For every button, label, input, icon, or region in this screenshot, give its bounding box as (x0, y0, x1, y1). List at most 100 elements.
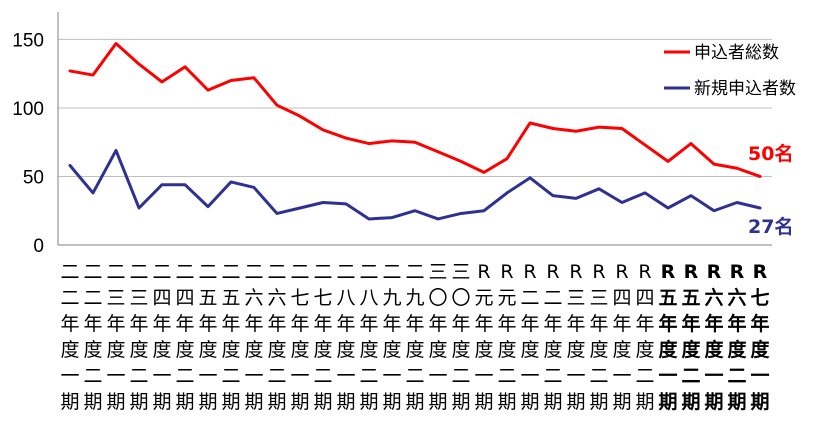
y-tick-label: 150 (12, 30, 44, 51)
x-tick-char: 期 (474, 391, 493, 413)
x-tick-char: 六 (244, 287, 263, 309)
x-tick-char: 三 (428, 261, 447, 283)
x-tick-char: 二 (244, 261, 263, 283)
x-tick-char: 四 (152, 287, 171, 309)
x-tick-char: 年 (60, 313, 79, 335)
x-tick-char: 年 (267, 313, 286, 335)
x-tick-char: 二 (520, 287, 539, 309)
x-tick-char: 二 (405, 365, 424, 387)
x-tick-char: 年 (612, 313, 631, 335)
x-tick-char: 期 (221, 391, 240, 413)
x-tick-char: 期 (290, 391, 309, 413)
x-tick-char: R (684, 261, 699, 283)
x-tick-char: 三 (129, 287, 148, 309)
x-tick-char: 度 (474, 339, 493, 361)
x-tick-char: 〇 (451, 287, 470, 309)
x-tick-char: 二 (83, 287, 102, 309)
x-tick-char: 五 (198, 287, 217, 309)
x-tick-char: 元 (497, 287, 516, 309)
x-tick-char: 年 (83, 313, 102, 335)
x-tick-char: 度 (83, 339, 102, 361)
x-tick-char: 七 (290, 287, 309, 309)
x-tick-char: 一 (290, 365, 309, 387)
x-tick-char: 二 (543, 365, 562, 387)
x-tick-char: 年 (750, 312, 769, 335)
x-tick-char: 年 (382, 313, 401, 335)
x-tick-char: 期 (60, 391, 79, 413)
x-tick-char: 期 (451, 391, 470, 413)
x-tick-char: 一 (106, 365, 125, 387)
x-tick-char: 年 (566, 313, 585, 335)
x-tick-char: 度 (727, 338, 747, 361)
x-tick-char: 一 (336, 365, 355, 387)
x-tick-char: 度 (497, 339, 516, 361)
x-tick-char: 期 (198, 391, 217, 413)
x-tick-char: 度 (681, 338, 701, 361)
end-value-label: 50名 (748, 142, 793, 165)
x-tick-char: 年 (359, 313, 378, 335)
y-tick-label: 100 (12, 99, 44, 120)
x-tick-char: 二 (681, 365, 700, 387)
x-tick-char: 年 (543, 313, 562, 335)
x-tick-char: 年 (336, 313, 355, 335)
x-tick-char: 期 (635, 391, 654, 413)
x-tick-char: 年 (658, 312, 677, 335)
x-tick-char: 四 (635, 287, 654, 309)
x-tick-char: 六 (704, 286, 723, 309)
x-tick-char: 二 (221, 261, 240, 283)
x-tick-char: 年 (198, 313, 217, 335)
x-tick-char: 七 (750, 287, 769, 309)
x-tick-char: 一 (152, 365, 171, 387)
x-tick-char: 七 (313, 287, 332, 309)
x-tick-char: 期 (382, 391, 401, 413)
x-tick-char: 期 (106, 391, 125, 413)
x-tick-char: R (592, 261, 605, 283)
x-tick-char: 年 (589, 313, 608, 335)
x-tick-char: 期 (428, 391, 447, 413)
x-tick-char: R (546, 261, 559, 283)
x-tick-char: 度 (175, 339, 194, 361)
x-tick-char: 九 (382, 287, 401, 309)
x-tick-char: 期 (520, 391, 539, 413)
end-value-label: 27名 (748, 215, 793, 238)
x-tick-char: 三 (106, 287, 125, 309)
x-tick-char: 度 (152, 339, 171, 361)
x-tick-char: 五 (681, 287, 700, 309)
x-tick-char: 度 (313, 339, 332, 361)
x-tick-char: 二 (267, 365, 286, 387)
x-tick-labels: 二二年度一期二二年度二期二三年度一期二三年度二期二四年度一期二四年度二期二五年度… (60, 261, 770, 413)
x-tick-char: 度 (244, 339, 263, 361)
x-tick-char: R (638, 261, 651, 283)
x-tick-char: 四 (612, 287, 631, 309)
x-tick-char: 元 (474, 287, 493, 309)
x-tick-char: 年 (405, 313, 424, 335)
x-tick-char: 二 (152, 261, 171, 283)
series-line-1 (68, 42, 762, 178)
x-tick-char: 年 (681, 312, 700, 335)
x-tick-char: 度 (451, 339, 470, 361)
x-tick-char: 二 (83, 365, 102, 387)
x-tick-char: R (707, 261, 722, 283)
x-tick-char: 度 (750, 338, 770, 361)
x-tick-char: 度 (543, 339, 562, 361)
x-tick-char: 三 (589, 287, 608, 309)
x-tick-char: 二 (359, 261, 378, 283)
